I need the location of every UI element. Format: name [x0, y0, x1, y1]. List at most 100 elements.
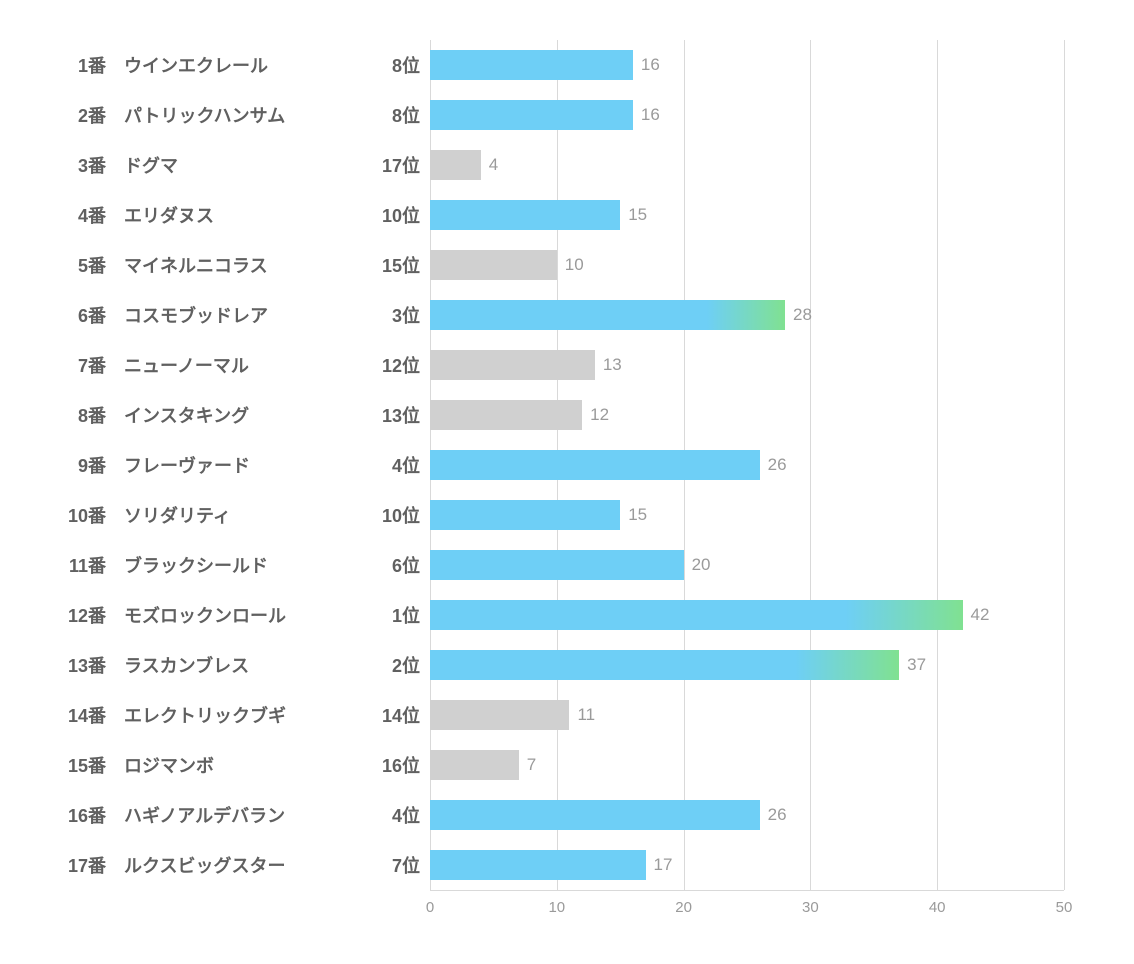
entry-rank: 16位	[340, 752, 430, 778]
x-tick-label: 30	[802, 899, 819, 916]
entry-rank: 8位	[340, 52, 430, 78]
bar: 28	[430, 300, 785, 330]
bar: 17	[430, 850, 646, 880]
gridline	[1064, 240, 1065, 290]
bar: 26	[430, 800, 760, 830]
entry-name: ロジマンボ	[110, 752, 340, 778]
entry-rank: 7位	[340, 852, 430, 878]
bar-cell: 16	[430, 90, 1104, 140]
bar-value-label: 15	[628, 205, 647, 225]
table-row: 11番ブラックシールド6位20	[40, 540, 1104, 590]
bar: 42	[430, 600, 963, 630]
gridline	[1064, 740, 1065, 790]
entry-number: 6番	[40, 302, 110, 328]
bar: 37	[430, 650, 899, 680]
table-row: 13番ラスカンブレス2位37	[40, 640, 1104, 690]
x-tick-label: 50	[1056, 899, 1073, 916]
bar-value-label: 28	[793, 305, 812, 325]
entry-number: 15番	[40, 752, 110, 778]
bar-value-label: 15	[628, 505, 647, 525]
x-tick-label: 10	[548, 899, 565, 916]
entry-number: 10番	[40, 502, 110, 528]
bar: 15	[430, 200, 620, 230]
entry-number: 14番	[40, 702, 110, 728]
entry-rank: 4位	[340, 802, 430, 828]
entry-number: 13番	[40, 652, 110, 678]
entry-rank: 3位	[340, 302, 430, 328]
entry-rank: 1位	[340, 602, 430, 628]
gridline	[1064, 590, 1065, 640]
gridline	[1064, 190, 1065, 240]
entry-name: マイネルニコラス	[110, 252, 340, 278]
entry-name: フレーヴァード	[110, 452, 340, 478]
table-row: 1番ウインエクレール8位 16	[40, 40, 1104, 90]
entry-name: ソリダリティ	[110, 502, 340, 528]
entry-name: エレクトリックブギ	[110, 702, 340, 728]
entry-number: 7番	[40, 352, 110, 378]
bar: 10	[430, 250, 557, 280]
bar-cell: 26	[430, 440, 1104, 490]
bar: 16	[430, 100, 633, 130]
entry-rank: 2位	[340, 652, 430, 678]
gridline	[1064, 690, 1065, 740]
bar-cell: 37	[430, 640, 1104, 690]
bar-value-label: 20	[692, 555, 711, 575]
gridline	[1064, 340, 1065, 390]
bar: 7	[430, 750, 519, 780]
bar-value-label: 26	[768, 805, 787, 825]
gridline	[1064, 90, 1065, 140]
bar-cell: 42	[430, 590, 1104, 640]
table-row: 15番ロジマンボ16位7	[40, 740, 1104, 790]
entry-rank: 10位	[340, 202, 430, 228]
bar: 20	[430, 550, 684, 580]
bar: 15	[430, 500, 620, 530]
entry-number: 3番	[40, 152, 110, 178]
bar-value-label: 37	[907, 655, 926, 675]
bar-cell: 26	[430, 790, 1104, 840]
table-row: 2番パトリックハンサム8位16	[40, 90, 1104, 140]
gridline	[1064, 390, 1065, 440]
entry-name: ハギノアルデバラン	[110, 802, 340, 828]
table-row: 16番ハギノアルデバラン4位26	[40, 790, 1104, 840]
bar-value-label: 16	[641, 105, 660, 125]
bar-cell: 11	[430, 690, 1104, 740]
bar-value-label: 11	[577, 705, 595, 725]
entry-rank: 14位	[340, 702, 430, 728]
bar-cell: 7	[430, 740, 1104, 790]
table-row: 14番エレクトリックブギ14位 11	[40, 690, 1104, 740]
entry-number: 12番	[40, 602, 110, 628]
table-row: 10番ソリダリティ10位15	[40, 490, 1104, 540]
x-tick-label: 40	[929, 899, 946, 916]
entry-name: ニューノーマル	[110, 352, 340, 378]
bar-cell: 13	[430, 340, 1104, 390]
entry-name: モズロックンロール	[110, 602, 340, 628]
bar-value-label: 13	[603, 355, 622, 375]
bar-value-label: 7	[527, 755, 536, 775]
table-row: 5番マイネルニコラス15位10	[40, 240, 1104, 290]
x-tick-label: 0	[426, 899, 434, 916]
x-axis: 0 10 20 30 40 50	[40, 890, 1104, 950]
entry-name: ドグマ	[110, 152, 340, 178]
table-row: 3番ドグマ17位4	[40, 140, 1104, 190]
entry-number: 8番	[40, 402, 110, 428]
entry-name: ウインエクレール	[110, 52, 340, 78]
table-row: 8番インスタキング13位12	[40, 390, 1104, 440]
bar-cell: 28	[430, 290, 1104, 340]
entry-number: 5番	[40, 252, 110, 278]
entry-rank: 10位	[340, 502, 430, 528]
x-tick-label: 20	[675, 899, 692, 916]
bar-cell: 15	[430, 490, 1104, 540]
entry-number: 16番	[40, 802, 110, 828]
bar: 12	[430, 400, 582, 430]
bar-value-label: 16	[641, 55, 660, 75]
entry-name: コスモブッドレア	[110, 302, 340, 328]
bar-cell: 16	[430, 40, 1104, 90]
entry-rank: 13位	[340, 402, 430, 428]
gridline	[1064, 640, 1065, 690]
entry-number: 17番	[40, 852, 110, 878]
table-row: 4番エリダヌス10位15	[40, 190, 1104, 240]
entry-number: 1番	[40, 52, 110, 78]
entry-name: ラスカンブレス	[110, 652, 340, 678]
bar: 13	[430, 350, 595, 380]
entry-number: 2番	[40, 102, 110, 128]
